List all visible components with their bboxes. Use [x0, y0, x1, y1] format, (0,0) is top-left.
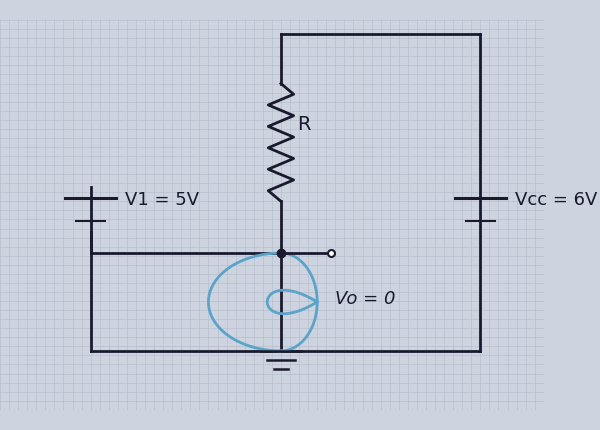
Text: Vcc = 6V: Vcc = 6V — [515, 190, 597, 209]
Text: Vo = 0: Vo = 0 — [335, 289, 396, 307]
Text: V1 = 5V: V1 = 5V — [125, 190, 199, 209]
Text: R: R — [297, 114, 311, 134]
